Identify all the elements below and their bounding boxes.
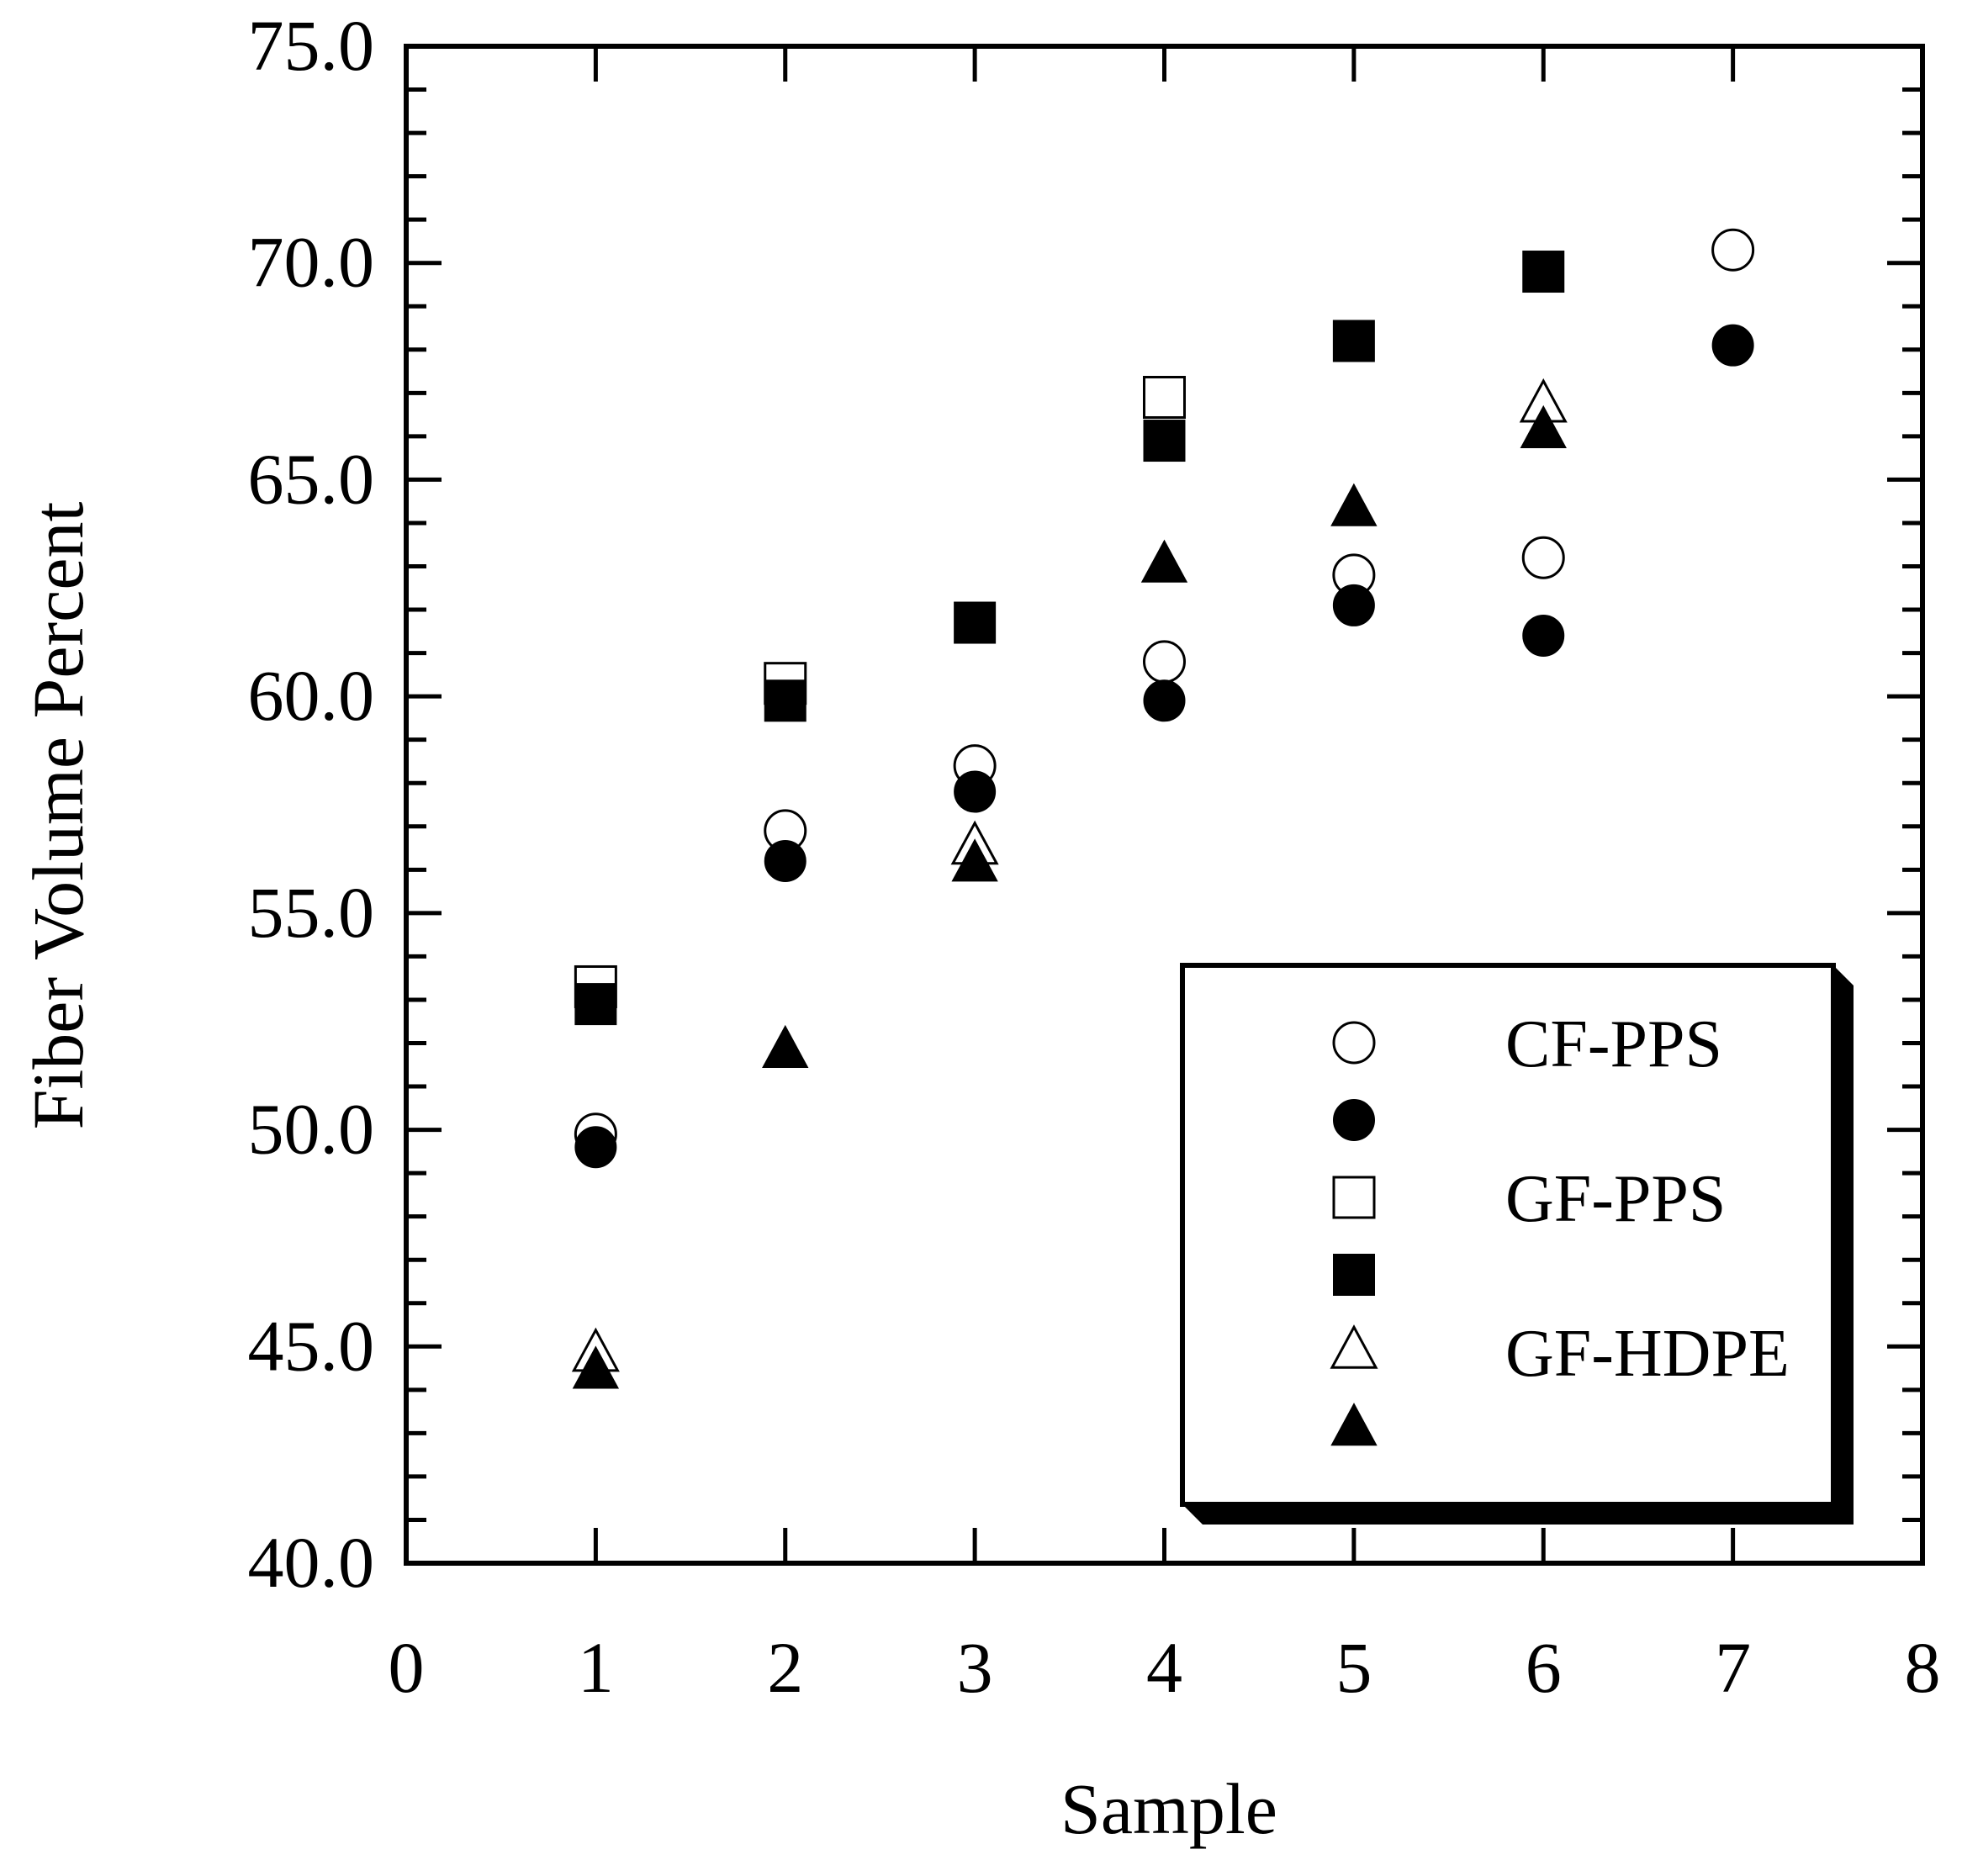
x-axis-ticks: 0 1 2 3 4 5 6 7 8	[389, 46, 1941, 1708]
data-point-filled-circle	[574, 1126, 617, 1169]
legend-label: GF-PPS	[1505, 1162, 1726, 1236]
data-point-filled-circle	[1711, 324, 1754, 367]
data-point-filled-circle	[954, 770, 997, 813]
data-point-open-circle	[1521, 536, 1565, 579]
data-point-filled-circle	[764, 840, 806, 883]
y-tick-label: 70.0	[248, 222, 375, 303]
y-axis-title: Fiber Volume Percent	[18, 501, 98, 1129]
data-point-filled-triangle	[951, 838, 998, 882]
x-tick-label: 6	[1526, 1627, 1562, 1708]
x-tick-label: 3	[957, 1627, 993, 1708]
x-tick-label: 0	[389, 1627, 425, 1708]
data-point-filled-square	[574, 983, 617, 1026]
data-point-filled-square	[954, 601, 997, 644]
legend-marker-open-triangle	[1330, 1324, 1378, 1369]
legend: CF-PPS GF-PPS GF-HDPE	[1180, 963, 1854, 1525]
data-point-filled-triangle	[1140, 539, 1188, 583]
legend-label: CF-PPS	[1505, 1007, 1722, 1081]
x-axis-title: Sample	[1060, 1768, 1277, 1849]
legend-label: GF-HDPE	[1505, 1317, 1790, 1391]
legend-marker-open-square	[1332, 1176, 1376, 1219]
data-point-open-circle	[1143, 640, 1186, 684]
y-tick-label: 65.0	[248, 438, 375, 519]
data-point-filled-square	[764, 679, 806, 722]
y-tick-label: 60.0	[248, 655, 375, 736]
data-point-filled-square	[1522, 251, 1565, 293]
x-tick-label: 4	[1146, 1627, 1182, 1708]
x-tick-label: 8	[1905, 1627, 1941, 1708]
y-tick-label: 45.0	[248, 1305, 375, 1386]
series-layer	[571, 228, 1755, 1389]
data-point-filled-circle	[1332, 584, 1375, 626]
data-point-filled-triangle	[1520, 404, 1567, 448]
data-point-filled-circle	[1143, 679, 1186, 722]
data-point-filled-circle	[1522, 614, 1565, 657]
x-tick-label: 1	[578, 1627, 614, 1708]
series-filled-circle	[574, 324, 1754, 1169]
y-tick-label: 55.0	[248, 872, 375, 953]
data-point-filled-triangle	[572, 1345, 620, 1389]
legend-marker-filled-circle	[1333, 1099, 1375, 1141]
y-axis-ticks: 40.0 45.0 50.0 55.0 60.0 65.0 70.0 75.0	[248, 5, 1922, 1603]
legend-box	[1180, 963, 1836, 1507]
series-open-square	[574, 375, 1186, 1008]
data-point-filled-square	[1332, 320, 1375, 362]
y-tick-label: 50.0	[248, 1089, 375, 1170]
legend-marker-filled-square	[1333, 1254, 1375, 1296]
data-point-filled-triangle	[762, 1024, 809, 1069]
y-tick-label: 75.0	[248, 5, 375, 86]
series-filled-square	[574, 251, 1565, 1026]
legend-marker-open-circle	[1332, 1021, 1376, 1065]
x-tick-label: 7	[1715, 1627, 1751, 1708]
x-tick-label: 2	[767, 1627, 803, 1708]
data-point-filled-square	[1143, 420, 1186, 462]
legend-marker-filled-triangle	[1330, 1403, 1378, 1446]
data-point-open-square	[1143, 375, 1186, 419]
x-tick-label: 5	[1335, 1627, 1372, 1708]
data-point-open-circle	[1711, 228, 1755, 272]
y-tick-label: 40.0	[248, 1522, 375, 1603]
data-point-filled-triangle	[1330, 483, 1378, 526]
series-filled-triangle	[572, 404, 1567, 1389]
